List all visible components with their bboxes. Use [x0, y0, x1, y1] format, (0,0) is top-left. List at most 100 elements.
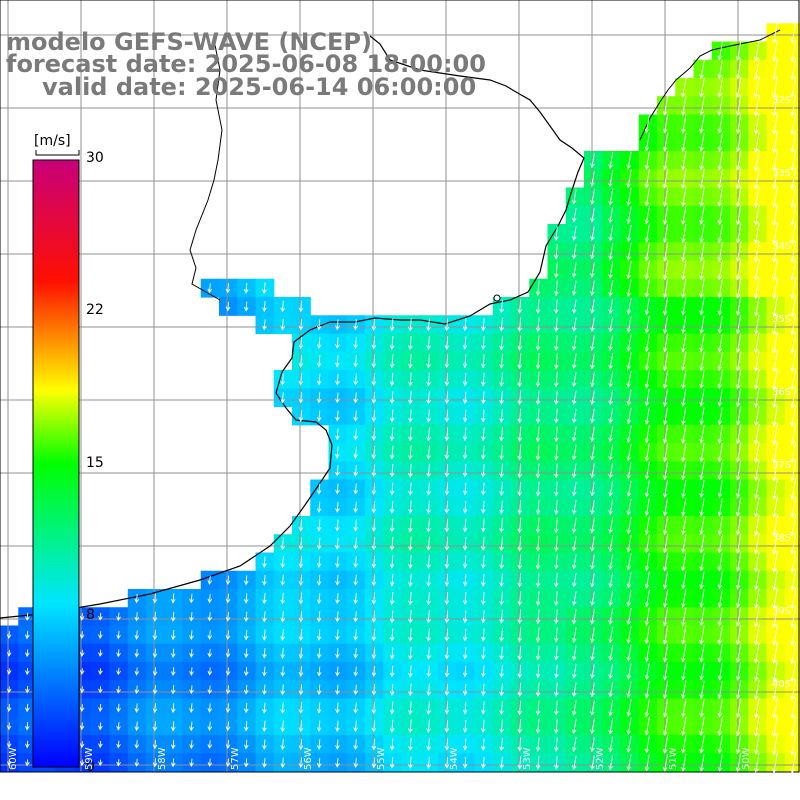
wind-arrow — [681, 552, 687, 572]
wind-arrow — [681, 224, 687, 244]
wind-arrow — [553, 299, 559, 315]
wind-arrow — [280, 684, 286, 696]
wind-arrow — [681, 480, 687, 499]
wave-cell — [784, 625, 800, 645]
wind-arrow — [753, 643, 760, 664]
wind-arrow — [717, 351, 723, 372]
title-valid-date: valid date: 2025-06-14 06:00:00 — [42, 73, 477, 101]
wind-arrow — [644, 735, 650, 754]
wind-arrow — [699, 333, 705, 353]
wind-arrow — [626, 736, 632, 754]
wind-arrow — [626, 590, 632, 607]
wind-arrow — [426, 646, 431, 660]
wind-arrow — [571, 189, 577, 205]
wind-arrow — [426, 427, 431, 442]
wind-arrow — [699, 735, 705, 754]
wind-arrow — [608, 718, 614, 735]
wind-arrow — [735, 259, 742, 281]
wind-arrow — [608, 408, 614, 424]
wind-arrow — [790, 240, 797, 263]
wind-arrow — [353, 392, 358, 404]
wind-arrow — [608, 626, 614, 644]
wind-arrow — [735, 297, 742, 317]
wind-arrow — [426, 756, 431, 769]
wind-arrow — [644, 370, 650, 389]
wind-arrow — [462, 757, 468, 769]
wind-arrow — [481, 482, 486, 496]
wind-arrow — [371, 757, 377, 769]
wind-arrow — [553, 609, 559, 625]
wind-arrow — [499, 500, 504, 515]
wind-arrow — [116, 667, 121, 676]
wind-arrow — [662, 333, 669, 353]
wind-arrow — [535, 299, 541, 315]
wind-arrow — [790, 222, 797, 245]
wind-arrow — [189, 703, 194, 713]
wind-arrow — [681, 461, 687, 481]
wind-arrow — [407, 445, 413, 460]
wind-arrow — [517, 535, 523, 552]
wind-arrow — [481, 518, 486, 533]
wind-arrow — [753, 479, 760, 500]
wind-arrow — [371, 738, 377, 751]
wind-arrow — [571, 244, 577, 260]
wind-arrow — [681, 351, 687, 372]
wind-arrow — [444, 756, 450, 769]
wind-arrow — [753, 40, 760, 62]
wind-arrow — [608, 699, 614, 717]
wind-arrow — [644, 553, 650, 572]
wind-arrow — [170, 593, 176, 604]
wind-arrow — [353, 464, 358, 477]
wind-arrow — [280, 702, 285, 714]
wind-arrow — [717, 41, 723, 61]
wind-arrow — [753, 240, 760, 263]
wind-arrow — [426, 738, 431, 751]
wind-arrow — [407, 518, 413, 533]
wind-arrow — [444, 354, 450, 369]
wind-arrow — [571, 426, 577, 443]
wind-arrow — [699, 461, 705, 481]
wind-arrow — [699, 315, 705, 334]
wind-arrow — [535, 627, 541, 643]
wind-arrow — [444, 701, 450, 715]
wind-arrow — [608, 371, 614, 388]
wind-arrow — [189, 611, 194, 622]
wind-arrow — [189, 758, 194, 768]
wind-arrow — [772, 277, 778, 300]
wind-arrow — [225, 301, 231, 312]
wind-arrow — [371, 647, 377, 660]
wind-arrow — [699, 259, 705, 281]
wind-arrow — [25, 668, 30, 676]
wind-arrow — [353, 702, 358, 714]
wind-arrow — [662, 370, 669, 389]
wind-arrow — [24, 703, 30, 713]
wind-arrow — [462, 518, 468, 533]
wind-arrow — [699, 406, 705, 426]
wind-arrow — [280, 555, 285, 569]
wind-arrow — [735, 277, 742, 299]
wind-arrow — [116, 685, 121, 694]
wind-arrow — [571, 408, 577, 424]
wind-arrow — [717, 333, 723, 353]
wave-cell — [784, 461, 800, 481]
wind-arrow — [717, 625, 723, 645]
wind-arrow — [662, 680, 669, 700]
wind-arrow — [662, 534, 669, 554]
wind-arrow — [644, 224, 650, 243]
wind-arrow — [243, 593, 249, 604]
wind-arrow — [481, 391, 486, 405]
wind-arrow — [353, 629, 358, 641]
wind-arrow — [280, 757, 286, 769]
wind-arrow — [462, 647, 468, 660]
wind-arrow — [408, 500, 413, 515]
wind-arrow — [280, 574, 285, 587]
wind-arrow — [790, 277, 797, 300]
wind-arrow — [662, 187, 669, 207]
wind-arrow — [699, 278, 705, 299]
wind-arrow — [517, 481, 523, 497]
wind-arrow — [608, 499, 614, 516]
wind-arrow — [790, 295, 797, 318]
wind-arrow — [298, 720, 304, 733]
wind-arrow — [225, 648, 231, 658]
